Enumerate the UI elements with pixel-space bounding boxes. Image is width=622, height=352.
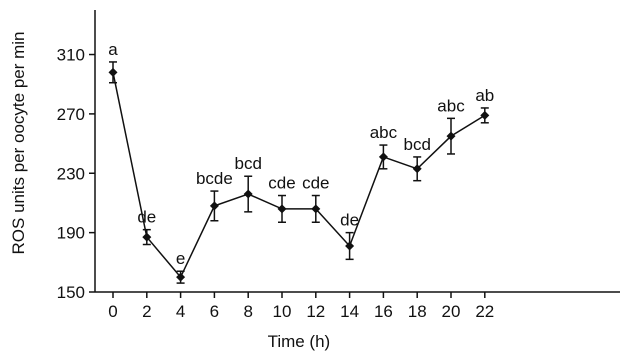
- significance-label: e: [176, 249, 185, 268]
- x-tick-label: 6: [210, 302, 219, 321]
- x-tick-label: 14: [340, 302, 359, 321]
- series-line: [112, 72, 486, 279]
- data-point: [412, 164, 422, 174]
- x-tick-label: 20: [442, 302, 461, 321]
- y-axis-title: ROS units per oocyte per min: [9, 32, 28, 255]
- x-axis-title: Time (h): [268, 332, 331, 351]
- significance-label: a: [108, 40, 118, 59]
- significance-label: de: [340, 211, 359, 230]
- x-tick-label: 16: [374, 302, 393, 321]
- significance-label: de: [137, 208, 156, 227]
- significance-label: ab: [475, 86, 494, 105]
- data-point: [345, 241, 355, 251]
- significance-label: bcd: [403, 135, 430, 154]
- significance-label: bcde: [196, 169, 233, 188]
- y-ticks: 150 190 230 270 310: [57, 46, 95, 302]
- data-point: [378, 152, 388, 162]
- x-tick-label: 22: [475, 302, 494, 321]
- data-point: [311, 204, 321, 214]
- axes: [94, 10, 620, 293]
- y-tick-label: 190: [57, 224, 85, 243]
- y-tick-label: 150: [57, 283, 85, 302]
- y-tick-label: 270: [57, 105, 85, 124]
- x-tick-label: 2: [142, 302, 151, 321]
- significance-label: bcd: [234, 154, 261, 173]
- significance-label: abc: [437, 96, 465, 115]
- data-point: [243, 189, 253, 199]
- data-point: [277, 204, 287, 214]
- significance-label: cde: [302, 174, 329, 193]
- data-point: [480, 110, 490, 120]
- y-tick-label: 310: [57, 46, 85, 65]
- data-point: [142, 232, 152, 242]
- x-ticks: 0 2 4 6 8 10 12 14 16 18 20 22: [108, 292, 494, 321]
- data-point: [209, 201, 219, 211]
- data-point: [108, 67, 118, 77]
- significance-label: abc: [370, 123, 398, 142]
- data-point: [176, 272, 186, 282]
- x-tick-label: 4: [176, 302, 185, 321]
- x-tick-label: 10: [273, 302, 292, 321]
- significance-label: cde: [268, 174, 295, 193]
- x-tick-label: 12: [306, 302, 325, 321]
- x-tick-label: 0: [108, 302, 117, 321]
- y-tick-label: 230: [57, 164, 85, 183]
- x-tick-label: 18: [408, 302, 427, 321]
- x-tick-label: 8: [243, 302, 252, 321]
- data-point: [446, 131, 456, 141]
